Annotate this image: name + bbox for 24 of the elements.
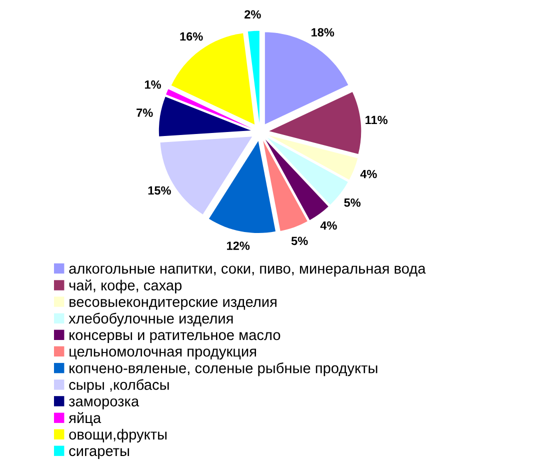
data-label: 2% [244,10,261,19]
data-label: 1% [144,80,161,89]
legend-label: сыры ,колбасы [69,379,169,393]
data-label: 5% [291,236,308,246]
data-label: 11% [366,116,388,124]
data-label: 16% [180,32,203,41]
legend-label: яйца [68,412,102,426]
legend-label: алкогольные напитки, соки, пиво, минеральная вода [69,266,426,277]
legend-label: хлебобулочные изделия [68,312,233,327]
legend-label: чай, кофе, сахар [69,280,182,294]
data-label: 5% [344,198,361,207]
data-label: 12% [227,242,250,250]
legend-label: консервы и ратительное масло [70,332,280,344]
legend-label: сигареты [69,448,129,459]
data-label: 4% [320,221,337,230]
legend-label: овощи,фрукты [69,428,167,442]
legend-label: весовыекондитерские изделия [70,299,276,310]
data-label: 4% [360,170,377,178]
data-label: 18% [312,28,334,37]
legend-label: цельномолочная продукция [70,348,256,360]
legend-label: копчено-вяленые, соленые рыбные продукты [70,362,378,376]
data-label: 15% [148,186,171,195]
data-label: 7% [136,108,153,117]
legend-label: заморозка [68,398,140,410]
